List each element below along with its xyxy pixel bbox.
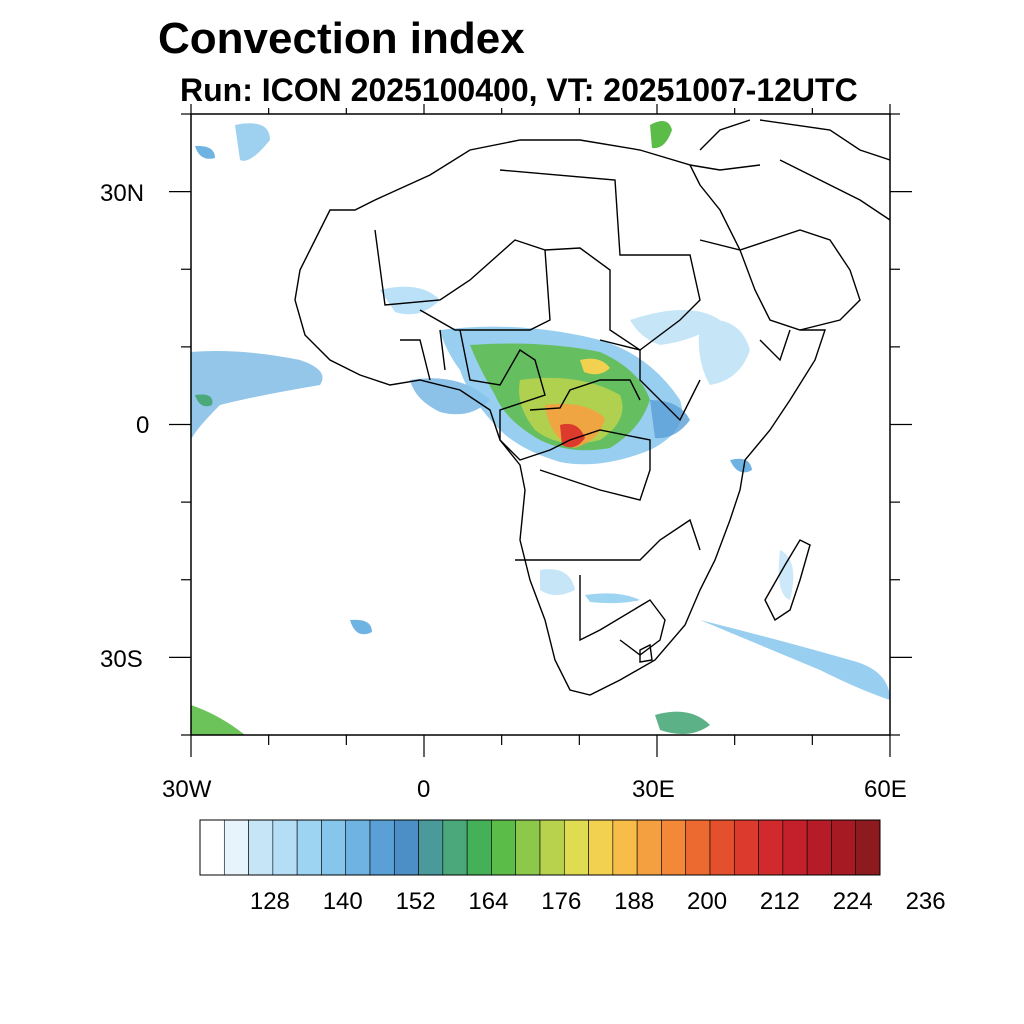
colorbar-swatch [223, 819, 249, 876]
colorbar-frame [199, 819, 881, 876]
convection-field [191, 121, 890, 735]
colorbar-swatch [418, 819, 444, 876]
lat-label-30n: 30N [100, 180, 145, 207]
colorbar-swatch [345, 819, 371, 876]
colorbar-swatch [588, 819, 614, 876]
colorbar-label: 200 [687, 888, 728, 915]
colorbar-swatch [661, 819, 687, 876]
axis-ticks [169, 104, 912, 757]
colorbar-label: 164 [468, 888, 509, 915]
colorbar-swatch [636, 819, 662, 876]
colorbar-swatch [612, 819, 638, 876]
colorbar-label: 188 [614, 888, 655, 915]
colorbar-swatch [248, 819, 274, 876]
colorbar-label: 224 [832, 888, 873, 915]
coastlines-borders [294, 119, 890, 696]
colorbar-swatch [296, 819, 322, 876]
colorbar-label: 152 [395, 888, 436, 915]
colorbar-swatch [539, 819, 565, 876]
chart-subtitle: Run: ICON 2025100400, VT: 20251007-12UTC [180, 72, 858, 108]
lon-label-60e: 60E [864, 776, 907, 803]
colorbar-swatch [806, 819, 832, 876]
colorbar-swatch [272, 819, 298, 876]
colorbar-swatch [321, 819, 347, 876]
colorbar-label: 212 [759, 888, 800, 915]
lon-label-30e: 30E [632, 776, 675, 803]
colorbar-swatch [199, 819, 225, 876]
lat-label-30s: 30S [100, 646, 143, 673]
colorbar-swatch [442, 819, 468, 876]
map-area [191, 119, 890, 735]
colorbar-label: 236 [905, 888, 946, 915]
colorbar-swatch [515, 819, 541, 876]
colorbar-swatch [369, 819, 395, 876]
colorbar-label: 128 [249, 888, 290, 915]
chart-title: Convection index [158, 14, 525, 63]
colorbar-swatch [563, 819, 589, 876]
colorbar-swatch [709, 819, 735, 876]
colorbar-swatch [855, 819, 881, 876]
lat-label-0: 0 [136, 412, 150, 439]
colorbar-swatch [466, 819, 492, 876]
colorbar-swatch [733, 819, 759, 876]
colorbar-label: 140 [322, 888, 363, 915]
colorbar-label: 176 [541, 888, 582, 915]
colorbar-swatch [831, 819, 857, 876]
colorbar-swatch [491, 819, 517, 876]
colorbar [199, 819, 881, 876]
colorbar-swatch [393, 819, 419, 876]
lon-label-30w: 30W [162, 776, 212, 803]
colorbar-swatch [782, 819, 808, 876]
colorbar-swatch [758, 819, 784, 876]
lon-label-0: 0 [417, 776, 431, 803]
colorbar-swatch [685, 819, 711, 876]
